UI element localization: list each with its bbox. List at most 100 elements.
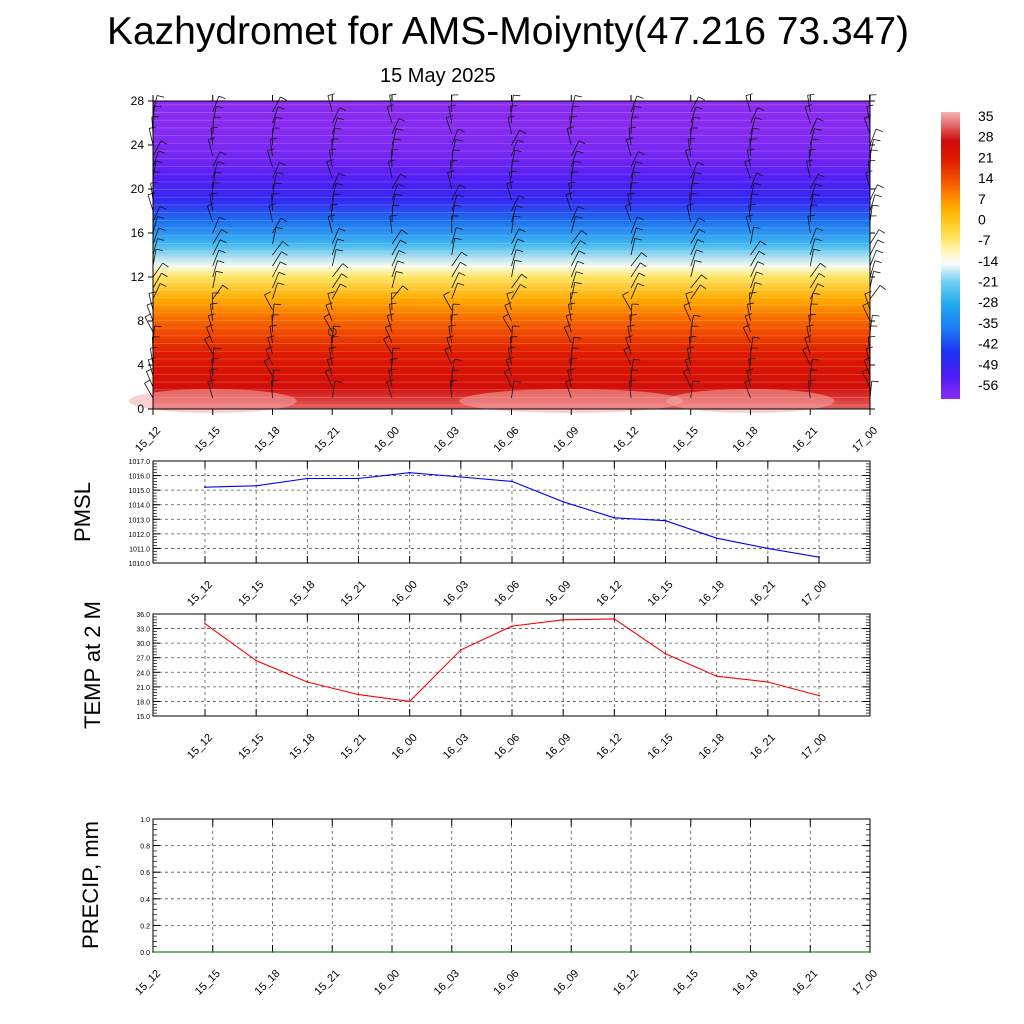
wind-barb: [206, 205, 214, 223]
wind-barb: [264, 294, 273, 311]
wind-barb-feather: [820, 262, 827, 268]
wind-barb: [147, 194, 154, 212]
wind-barb-feather: [878, 229, 886, 234]
wind-barb: [391, 118, 400, 135]
colorbar-label: -14: [978, 253, 998, 269]
wind-barb-feather: [400, 239, 407, 244]
x-tick-label: 16_12: [594, 732, 624, 762]
wind-barb-feather: [402, 285, 409, 291]
wind-barb-feather: [565, 192, 573, 196]
wind-barb-feather: [517, 139, 525, 143]
data-point: [818, 556, 820, 559]
wind-barb: [869, 260, 876, 278]
wind-barb-feather: [574, 95, 582, 98]
wind-barb-feather: [215, 270, 223, 274]
data-point: [357, 693, 360, 696]
wind-barb: [809, 194, 814, 212]
wind-barb-feather: [162, 262, 169, 268]
wind-barb-feather: [263, 357, 271, 362]
wind-barb: [152, 150, 159, 168]
wind-barb-feather: [573, 160, 581, 163]
wind-barb-feather: [815, 183, 823, 187]
x-tick-label: 16_21: [790, 968, 820, 998]
wind-barb: [269, 326, 273, 344]
wind-barb: [511, 274, 522, 289]
wind-barb: [207, 139, 214, 157]
wind-barb-feather: [753, 182, 761, 186]
wind-barb: [865, 172, 871, 190]
wind-barb: [687, 139, 692, 157]
wind-barb-feather: [326, 159, 334, 163]
wind-barb: [451, 194, 458, 212]
wind-barb-feather: [273, 303, 281, 306]
wind-barb-feather: [569, 116, 577, 118]
y-tick-label: 0.2: [140, 923, 150, 930]
x-tick-label: 15_21: [339, 579, 369, 609]
y-tick-label: 12: [131, 270, 145, 284]
wind-barb: [272, 183, 275, 201]
wind-barb-feather: [457, 282, 465, 286]
wind-barb: [686, 348, 692, 366]
wind-barb-feather: [641, 252, 648, 258]
x-tick-label: 16_18: [731, 425, 761, 455]
wind-barb: [449, 381, 453, 399]
wind-barb: [511, 139, 518, 157]
wind-barb: [331, 263, 344, 278]
wind-barb-feather: [565, 379, 573, 383]
wind-barb: [152, 283, 161, 300]
x-tick-label: 16_18: [731, 968, 761, 998]
wind-barb: [750, 271, 757, 289]
wind-barb-feather: [154, 325, 162, 328]
wind-barb-feather: [282, 241, 289, 246]
wind-barb: [746, 370, 751, 388]
wind-barb: [209, 304, 214, 322]
x-tick-label: 15_12: [185, 579, 215, 609]
x-tick-label: 15_21: [339, 732, 369, 762]
wind-barb-feather: [748, 357, 756, 360]
wind-barb: [808, 150, 811, 168]
wind-barb: [447, 172, 453, 190]
wind-barb: [627, 194, 632, 212]
wind-barb: [570, 95, 576, 113]
wind-barb-feather: [335, 183, 343, 186]
wind-barb: [267, 337, 273, 355]
wind-barb: [386, 106, 393, 124]
wind-barb: [570, 216, 576, 234]
wind-barb: [144, 383, 154, 399]
wind-barb-feather: [334, 380, 342, 383]
wind-barb-feather: [700, 284, 707, 290]
wind-barb-feather: [576, 271, 584, 275]
y-tick-label: 1017.0: [129, 459, 151, 466]
wind-barb-feather: [627, 192, 635, 195]
wind-barb-feather: [506, 357, 514, 361]
wind-barb-feather: [161, 272, 168, 278]
wind-barb-feather: [337, 117, 345, 121]
wind-barb-feather: [383, 335, 390, 340]
x-tick-label: 16_12: [611, 425, 641, 455]
wind-barb-feather: [806, 324, 814, 327]
wind-barb-feather: [217, 260, 225, 263]
wind-barb-feather: [325, 368, 332, 372]
x-tick-label: 15_18: [253, 425, 283, 455]
wind-barb: [272, 261, 281, 278]
y-tick-label: 28: [131, 94, 145, 108]
wind-barb: [630, 359, 634, 377]
wind-barb: [152, 273, 162, 289]
wind-barb: [331, 183, 337, 201]
wind-barb: [749, 138, 751, 157]
x-tick-label: 16_21: [790, 425, 820, 455]
wind-barb-feather: [514, 149, 522, 153]
wind-barb-feather: [687, 346, 695, 349]
wind-barb: [272, 217, 282, 234]
wind-barb-feather: [342, 263, 349, 269]
x-tick-label: 15_12: [133, 425, 163, 455]
wind-barb: [272, 96, 281, 113]
wind-barb-feather: [757, 107, 765, 111]
data-point: [766, 681, 769, 683]
wind-barb: [869, 139, 874, 157]
wind-barb: [323, 316, 333, 333]
data-point: [562, 618, 565, 621]
wind-barb: [629, 315, 632, 333]
wind-barb-feather: [689, 336, 697, 338]
